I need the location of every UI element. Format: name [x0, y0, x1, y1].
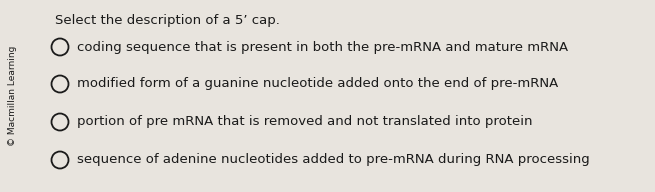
Text: Select the description of a 5’ cap.: Select the description of a 5’ cap.: [55, 14, 280, 27]
Text: portion of pre mRNA that is removed and not translated into protein: portion of pre mRNA that is removed and …: [77, 116, 533, 128]
Text: coding sequence that is present in both the pre-mRNA and mature mRNA: coding sequence that is present in both …: [77, 41, 568, 54]
Text: modified form of a guanine nucleotide added onto the end of pre-mRNA: modified form of a guanine nucleotide ad…: [77, 78, 558, 90]
Text: sequence of adenine nucleotides added to pre-mRNA during RNA processing: sequence of adenine nucleotides added to…: [77, 153, 590, 166]
Text: © Macmillan Learning: © Macmillan Learning: [9, 46, 18, 146]
